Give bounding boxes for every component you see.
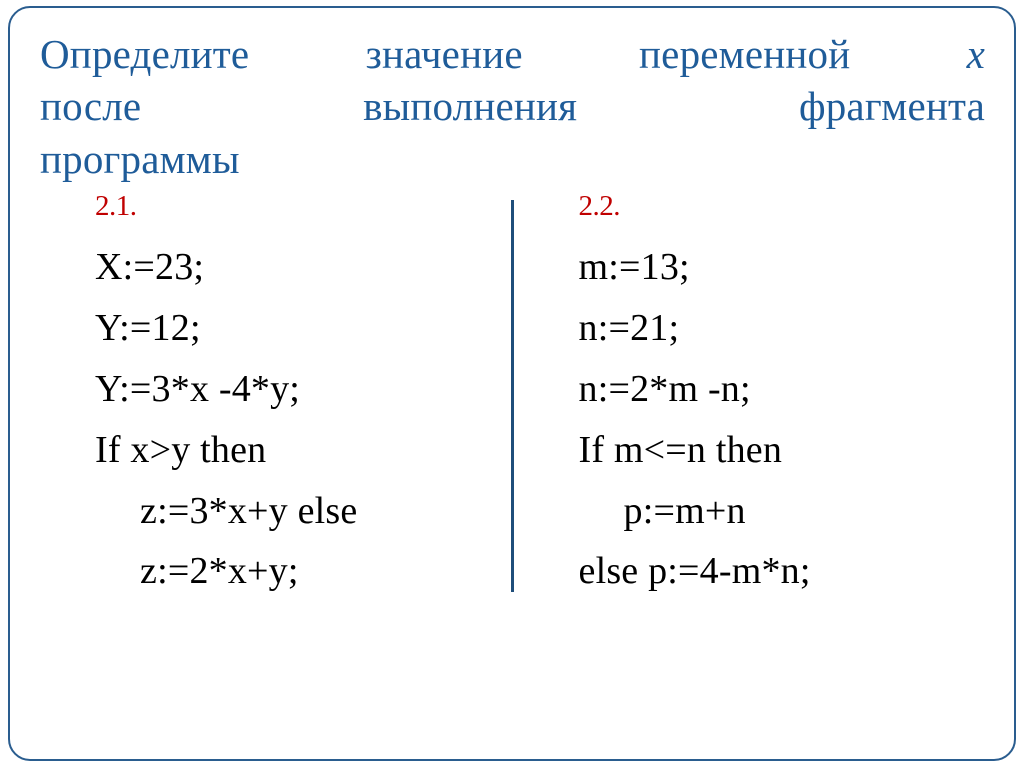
code-line: p:=m+n	[579, 481, 975, 542]
code-line: Y:=3*x -4*y;	[95, 359, 491, 420]
code-line: X:=23;	[95, 237, 491, 298]
code-line: z:=2*x+y;	[95, 541, 491, 602]
code-line: n:=21;	[579, 298, 975, 359]
column-left: 2.1. X:=23; Y:=12; Y:=3*x -4*y; If x>y t…	[40, 190, 501, 602]
title-word: х	[967, 31, 985, 77]
task-number: 2.1.	[95, 190, 491, 223]
title-word: значение	[366, 31, 523, 77]
slide-content: Определите значение переменной х после в…	[10, 8, 1014, 612]
columns-container: 2.1. X:=23; Y:=12; Y:=3*x -4*y; If x>y t…	[40, 190, 984, 602]
task-number: 2.2.	[579, 190, 975, 223]
code-line: n:=2*m -n;	[579, 359, 975, 420]
slide-frame: Определите значение переменной х после в…	[8, 6, 1016, 761]
column-right: 2.2. m:=13; n:=21; n:=2*m -n; If m<=n th…	[524, 190, 985, 602]
column-divider	[511, 200, 514, 592]
title-word: выполнения	[363, 83, 577, 129]
title-word: после	[40, 83, 141, 129]
code-line: m:=13;	[579, 237, 975, 298]
title-word: программы	[40, 133, 985, 185]
title-word: переменной	[639, 31, 850, 77]
code-line: If x>y then	[95, 420, 491, 481]
title-word: Определите	[40, 31, 249, 77]
code-line: Y:=12;	[95, 298, 491, 359]
title-word: фрагмента	[799, 83, 985, 129]
slide-title: Определите значение переменной х после в…	[40, 28, 985, 185]
code-line: If m<=n then	[579, 420, 975, 481]
code-line: z:=3*x+y else	[95, 481, 491, 542]
code-line: else p:=4-m*n;	[579, 541, 975, 602]
